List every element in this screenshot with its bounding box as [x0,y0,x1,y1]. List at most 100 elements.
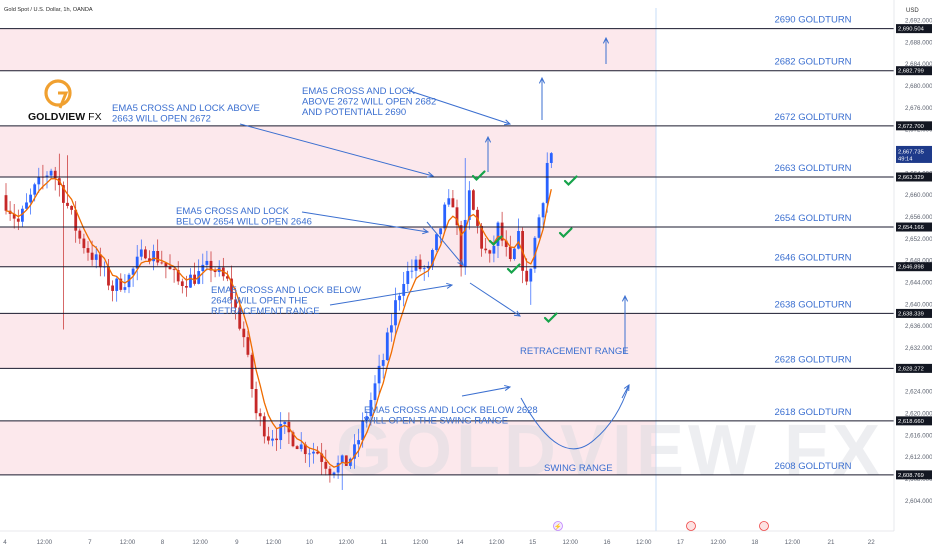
time-axis: 4 12:00 7 12:00 8 12:00 9 12:00 10 12:00 11 12:00 14… [3,539,875,546]
annotation-line: ABOVE 2672 WILL OPEN 2682 [302,97,436,108]
candle-body [176,270,180,282]
check-mark [543,312,558,324]
goldturn-label: 2672 GOLDTURN [774,112,851,123]
time-tick-label: 12:00 [413,539,429,546]
candle-body [545,162,549,204]
time-tick-label: 12:00 [636,539,652,546]
candle-body [250,354,254,389]
goldview-logo: GOLDVIEW FX [28,79,102,123]
candle-body [234,299,237,308]
annotation-arrows [239,36,630,450]
time-tick-label: 14 [457,539,464,546]
candle-body [115,278,119,291]
candle-body [139,249,143,257]
time-tick-label: 12:00 [785,539,801,546]
pink-zone [0,420,656,475]
candle-body [135,256,139,269]
candle-body [451,198,455,208]
goldturn-label: 2628 GOLDTURN [774,354,851,365]
candle-body [435,234,438,250]
check-mark [488,235,503,247]
goldturn-label: 2618 GOLDTURN [774,407,851,418]
level-price-tag [896,416,932,426]
swing-curve [520,384,630,450]
candle-body [238,307,242,329]
price-tick-label: 2,692.000 [905,17,932,24]
annotation-line: WILL OPEN THE SWING RANGE [364,416,508,427]
candle-body [164,262,168,267]
price-tick-label: 2,676.000 [905,105,932,112]
candle-body [168,266,172,270]
time-tick-label: 9 [235,539,239,546]
lightning-event-icon[interactable] [553,521,563,531]
candle-body [390,325,393,333]
candle-body [484,248,488,251]
candle-body [299,444,303,450]
candle-body [525,270,529,282]
candle-body [463,219,467,268]
logo-suffix: FX [88,111,101,123]
candle-body [340,455,344,463]
candle-body [316,451,319,454]
candle-body [291,432,295,447]
candle-body [66,202,69,206]
candle-body [62,185,65,203]
annotation-line: BELOW 2654 WILL OPEN 2646 [176,217,312,228]
candle-body [513,248,516,260]
lightning-glyph: ⚡ [554,523,561,531]
candle-body [144,249,147,259]
candle-body [37,176,41,185]
candle-body [107,266,110,286]
arrow-shaft [621,384,630,399]
candle-body [447,198,451,205]
arrow-shaft [461,386,511,397]
candle-body [201,264,205,272]
time-tick-label: 12:00 [489,539,505,546]
time-tick-label: 12:00 [266,539,282,546]
logo-text: GOLDVIEW FX [28,111,102,123]
logo-stem [58,91,69,109]
level-price-tag [896,24,932,34]
arrow-head [602,36,610,44]
time-tick-label: 11 [381,539,388,546]
price-tick-label: 2,608.000 [905,476,932,483]
candle-body [25,202,28,209]
arrow-head [513,310,521,317]
annotation-line: 2646 WILL OPEN THE [211,296,308,307]
time-tick-label: 15 [529,539,536,546]
annotation-line: SWING RANGE [544,463,613,474]
check-mark [558,227,573,239]
arrow-head [446,282,454,289]
time-tick-label: 22 [868,539,875,546]
candle-body [172,269,176,271]
candle-body [111,285,114,291]
us-flag-event-icon[interactable] [686,521,696,531]
candle-body [549,153,553,163]
candle-body [328,468,332,475]
logo-name: GOLDVIEW [28,111,85,123]
candle-body [262,416,266,437]
event-markers: ⚡ [553,521,769,531]
pink-zone [0,227,656,267]
candle-body [295,446,299,450]
candle-body [230,278,233,300]
time-tick-label: 18 [751,539,758,546]
candle-body [78,230,82,239]
level-price-tag [896,121,932,131]
goldturn-levels: 2690 GOLDTURN 2682 GOLDTURN 2672 GOLDTURN 2… [0,15,894,476]
candle-body [74,209,78,231]
arrow-head [621,294,629,302]
us-flag-event-icon[interactable] [759,521,769,531]
level-price-tag [896,222,932,232]
time-tick-label: 7 [88,539,92,546]
candle-body [431,249,434,266]
level-price-tag-text: 2,646.898 [898,265,924,271]
price-tick-label: 2,616.000 [905,432,932,439]
price-tick-label: 2,688.000 [905,39,932,46]
goldturn-label: 2608 GOLDTURN [774,461,851,472]
candle-body [500,222,504,241]
price-tick-label: 2,604.000 [905,498,932,505]
candle-body [70,205,73,210]
